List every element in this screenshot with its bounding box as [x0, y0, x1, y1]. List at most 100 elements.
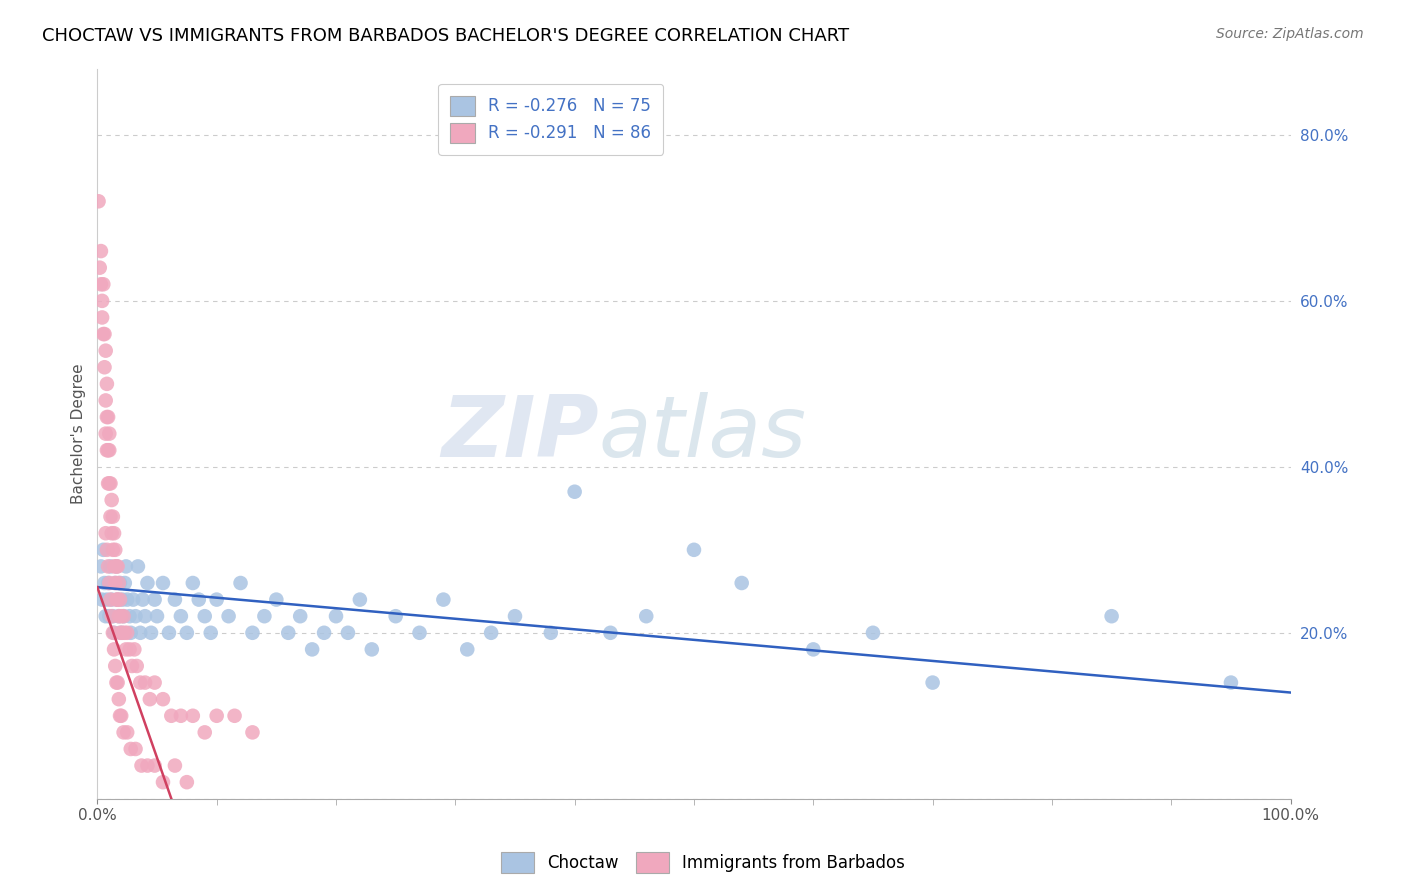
- Point: [157, 625, 180, 640]
- Point: [96, 542, 118, 557]
- Point: [90, 559, 112, 574]
- Point: [336, 625, 359, 640]
- Point: [146, 609, 169, 624]
- Point: [121, 659, 143, 673]
- Point: [97, 576, 120, 591]
- Point: [139, 625, 162, 640]
- Text: CHOCTAW VS IMMIGRANTS FROM BARBADOS BACHELOR'S DEGREE CORRELATION CHART: CHOCTAW VS IMMIGRANTS FROM BARBADOS BACH…: [42, 27, 849, 45]
- Point: [98, 609, 121, 624]
- Point: [181, 708, 204, 723]
- Point: [176, 625, 198, 640]
- Point: [862, 625, 884, 640]
- Point: [136, 576, 159, 591]
- Point: [229, 576, 252, 591]
- Point: [205, 708, 228, 723]
- Point: [131, 592, 153, 607]
- Point: [143, 592, 166, 607]
- Point: [134, 609, 156, 624]
- Point: [599, 625, 621, 640]
- Point: [100, 526, 122, 541]
- Point: [90, 277, 112, 292]
- Point: [325, 609, 347, 624]
- Point: [224, 708, 246, 723]
- Point: [360, 642, 382, 657]
- Legend: Choctaw, Immigrants from Barbados: Choctaw, Immigrants from Barbados: [494, 846, 912, 880]
- Point: [127, 559, 149, 574]
- Point: [564, 484, 586, 499]
- Point: [96, 443, 118, 458]
- Point: [115, 625, 138, 640]
- Point: [266, 592, 288, 607]
- Point: [101, 609, 124, 624]
- Point: [97, 559, 120, 574]
- Point: [152, 576, 174, 591]
- Point: [93, 576, 115, 591]
- Point: [108, 708, 131, 723]
- Point: [91, 327, 114, 342]
- Point: [479, 625, 502, 640]
- Point: [93, 360, 115, 375]
- Point: [91, 293, 114, 308]
- Point: [143, 758, 166, 772]
- Point: [170, 708, 193, 723]
- Point: [96, 592, 118, 607]
- Point: [114, 625, 136, 640]
- Point: [108, 625, 131, 640]
- Point: [100, 592, 122, 607]
- Point: [94, 526, 117, 541]
- Point: [90, 244, 112, 258]
- Point: [131, 758, 153, 772]
- Point: [432, 592, 454, 607]
- Point: [120, 742, 142, 756]
- Point: [408, 625, 430, 640]
- Point: [100, 509, 122, 524]
- Point: [112, 609, 135, 624]
- Point: [181, 576, 204, 591]
- Point: [97, 410, 120, 425]
- Point: [503, 609, 526, 624]
- Point: [104, 576, 127, 591]
- Point: [176, 775, 198, 789]
- Point: [101, 625, 124, 640]
- Point: [103, 625, 125, 640]
- Point: [731, 576, 754, 591]
- Point: [98, 443, 121, 458]
- Point: [100, 609, 122, 624]
- Point: [194, 725, 217, 739]
- Point: [89, 260, 111, 275]
- Point: [97, 443, 120, 458]
- Point: [103, 559, 125, 574]
- Point: [114, 576, 136, 591]
- Legend: R = -0.276   N = 75, R = -0.291   N = 86: R = -0.276 N = 75, R = -0.291 N = 86: [439, 84, 664, 155]
- Point: [91, 277, 114, 292]
- Point: [921, 675, 943, 690]
- Point: [104, 542, 127, 557]
- Point: [152, 775, 174, 789]
- Point: [112, 609, 135, 624]
- Point: [143, 675, 166, 690]
- Point: [312, 625, 335, 640]
- Point: [124, 609, 146, 624]
- Point: [110, 625, 132, 640]
- Point: [103, 526, 125, 541]
- Point: [97, 476, 120, 491]
- Point: [301, 642, 323, 657]
- Text: Source: ZipAtlas.com: Source: ZipAtlas.com: [1216, 27, 1364, 41]
- Point: [105, 559, 128, 574]
- Point: [129, 675, 152, 690]
- Point: [94, 343, 117, 358]
- Point: [107, 592, 129, 607]
- Text: atlas: atlas: [599, 392, 807, 475]
- Point: [96, 410, 118, 425]
- Point: [105, 592, 128, 607]
- Point: [98, 476, 121, 491]
- Point: [139, 692, 162, 706]
- Point: [456, 642, 478, 657]
- Point: [636, 609, 658, 624]
- Point: [108, 609, 131, 624]
- Point: [194, 609, 217, 624]
- Point: [115, 725, 138, 739]
- Point: [115, 559, 138, 574]
- Point: [118, 609, 141, 624]
- Point: [1219, 675, 1241, 690]
